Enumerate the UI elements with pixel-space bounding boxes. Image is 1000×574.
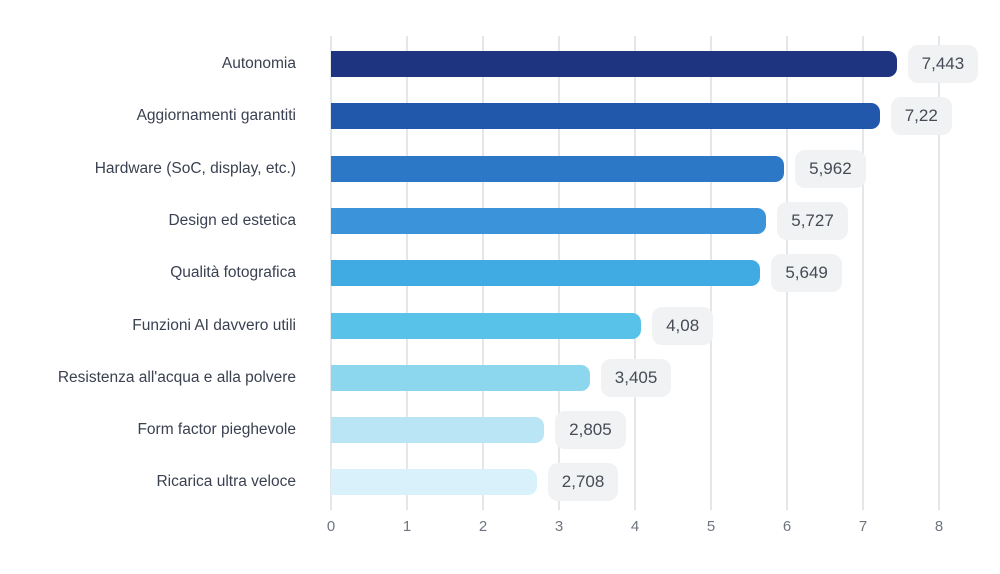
gridline-x-7 <box>862 36 864 510</box>
bar-8 <box>331 417 545 444</box>
category-label: Ricarica ultra veloce <box>156 473 296 491</box>
value-badge: 4,08 <box>652 306 714 345</box>
gridline-x-8 <box>938 36 940 510</box>
value-badge: 2,708 <box>547 463 619 502</box>
value-badge: 7,22 <box>890 97 952 136</box>
bar-6 <box>331 312 642 339</box>
bar-2 <box>331 103 880 130</box>
bar-9 <box>331 469 537 496</box>
category-label: Hardware (SoC, display, etc.) <box>94 159 296 177</box>
bar-1 <box>331 51 897 77</box>
x-tick-label: 2 <box>478 518 488 535</box>
category-label: Form factor pieghevole <box>137 421 296 439</box>
value-badge: 5,962 <box>795 149 866 188</box>
category-label: Resistenza all'acqua e alla polvere <box>57 368 296 386</box>
value-badge: 5,649 <box>771 254 842 293</box>
category-label: Autonomia <box>221 55 296 72</box>
bar-5 <box>331 260 761 287</box>
x-tick-label: 3 <box>554 518 564 535</box>
value-badge: 7,443 <box>907 45 979 83</box>
category-label: Aggiornamenti garantiti <box>136 107 296 125</box>
x-tick-label: 1 <box>402 518 412 535</box>
x-tick-label: 7 <box>858 518 868 535</box>
bar-3 <box>331 155 785 182</box>
x-tick-label: 8 <box>934 518 944 535</box>
bar-7 <box>331 364 590 391</box>
x-tick-label: 4 <box>630 518 640 535</box>
category-label: Qualità fotografica <box>170 264 296 282</box>
category-label: Funzioni AI davvero utili <box>132 316 296 334</box>
x-tick-label: 0 <box>326 518 336 535</box>
x-tick-label: 5 <box>706 518 716 535</box>
x-tick-label: 6 <box>782 518 792 535</box>
value-badge: 5,727 <box>777 201 848 240</box>
value-badge: 2,805 <box>555 411 626 450</box>
bar-4 <box>331 207 767 234</box>
value-badge: 3,405 <box>600 358 672 397</box>
category-label: Design ed estetica <box>168 211 296 229</box>
